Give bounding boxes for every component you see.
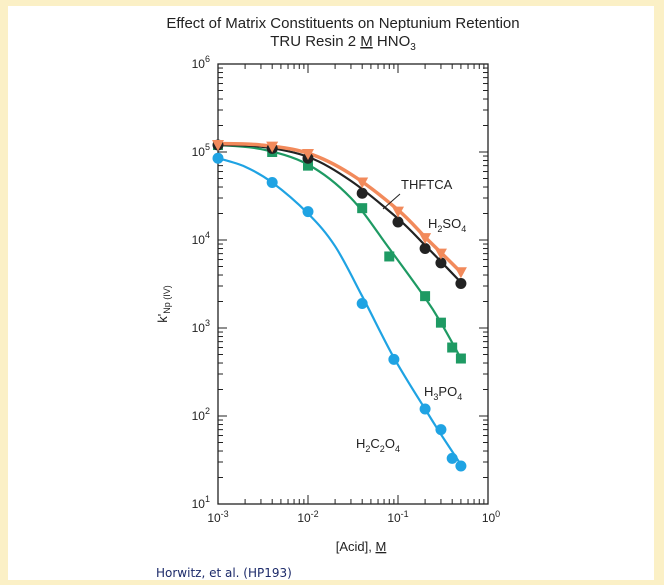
data-point <box>392 206 404 218</box>
data-point <box>357 203 368 214</box>
x-tick-label: 100 <box>482 509 500 525</box>
data-point <box>419 233 432 245</box>
series-line-h2c2o4 <box>217 157 462 466</box>
series-points-h2so4 <box>212 139 467 290</box>
x-tick-label: 10-3 <box>207 509 228 525</box>
data-point <box>212 140 224 152</box>
y-tick-label: 105 <box>192 142 210 159</box>
data-point <box>302 206 314 218</box>
data-point <box>303 160 313 171</box>
y-tick-label: 103 <box>192 318 210 335</box>
subtitle-text: TRU Resin 2 M HNO3 <box>270 33 416 53</box>
data-point <box>266 177 278 189</box>
chart-svg: Effect of Matrix Constituents on Neptuni… <box>155 15 520 554</box>
data-point <box>356 187 368 199</box>
plot-area: 10-3 10-2 10-1 100 101 102 103 104 105 106 THFTCA H… <box>192 54 501 525</box>
data-point <box>455 278 467 290</box>
thftca-pointer-line <box>382 193 401 210</box>
x-axis-label: [Acid], M <box>336 539 387 554</box>
data-point <box>454 267 467 279</box>
x-tick-label: 10-2 <box>297 509 318 525</box>
data-point <box>447 342 458 353</box>
data-point <box>420 291 431 302</box>
data-point <box>356 297 368 309</box>
data-point <box>266 141 279 153</box>
x-axis-label-text: [Acid], M <box>336 539 387 554</box>
chart-subtitle: TRU Resin 2 M HNO3 <box>270 33 416 53</box>
y-tick-label: 101 <box>192 494 210 511</box>
data-point <box>435 257 447 269</box>
y-tick-label: 104 <box>192 230 210 247</box>
data-point <box>302 148 314 160</box>
series-label-h2c2o4: H2C2O4 <box>356 436 400 454</box>
source-credit: Horwitz, et al. (HP193) <box>156 566 292 580</box>
y-axis-label: k'Np (IV) <box>155 285 172 323</box>
x-tick-label: 10-1 <box>387 509 408 525</box>
chart-title: Effect of Matrix Constituents on Neptuni… <box>166 15 519 32</box>
data-point <box>435 424 447 436</box>
data-point <box>212 152 224 164</box>
axis-ticks <box>217 64 488 505</box>
series-label-thftca: THFTCA <box>401 177 453 192</box>
data-point <box>388 353 400 365</box>
data-point <box>384 251 395 262</box>
data-point <box>455 460 467 472</box>
data-point <box>356 177 369 189</box>
data-point <box>419 243 431 255</box>
data-point <box>392 216 404 228</box>
series-points-h2c2o4 <box>212 152 467 472</box>
data-point <box>455 353 466 364</box>
y-tick-label: 106 <box>192 54 210 71</box>
y-tick-label: 102 <box>192 406 210 423</box>
data-point <box>446 452 458 464</box>
y-axis-label-text: k'Np (IV) <box>155 285 172 323</box>
series-label-h2so4: H2SO4 <box>428 216 466 234</box>
series-points-thftca <box>212 140 467 279</box>
data-point <box>434 248 447 260</box>
data-point <box>435 317 446 328</box>
series-label-h3po4: H3PO4 <box>424 384 462 402</box>
data-point <box>419 403 431 415</box>
chart-panel: Effect of Matrix Constituents on Neptuni… <box>8 6 654 580</box>
plot-frame <box>217 63 489 505</box>
